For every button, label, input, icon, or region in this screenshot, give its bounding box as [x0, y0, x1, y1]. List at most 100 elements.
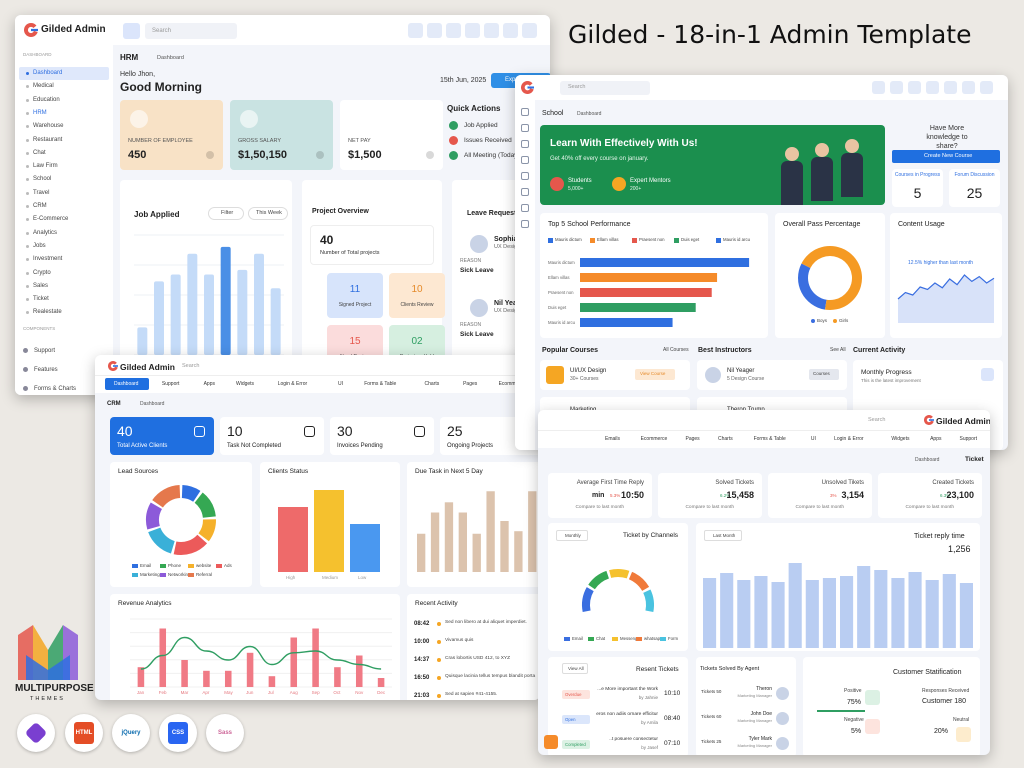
bar [840, 576, 854, 648]
y-tick-label: Praesent non [548, 290, 574, 295]
tech-icon [168, 722, 188, 744]
nav-bar [538, 430, 990, 448]
lead-sources-panel: Lead Sources Email Phone website Ads Marketin… [110, 462, 252, 587]
project-card: 11 Signed Project [327, 273, 383, 318]
menu-item: Crypto [33, 269, 51, 276]
donut-segment [798, 263, 827, 310]
menu-item: CRM [33, 203, 47, 209]
label: Last Month [713, 533, 736, 538]
usage-panel: Content Usage 12.5% higher than last mont… [890, 213, 1002, 338]
label: 5.3% [610, 493, 621, 498]
bar [500, 521, 509, 572]
label: 5,000+ [568, 186, 584, 192]
illustration [785, 147, 799, 161]
label: Customer 180 [922, 698, 966, 705]
nav-item: Charts [424, 381, 440, 387]
x-tick-label: Dec [377, 690, 386, 695]
donut-segment [146, 502, 162, 530]
y-tick-label: Ellam villas [548, 275, 570, 280]
legend-swatch [188, 573, 194, 577]
dot [437, 676, 441, 680]
period-button: Last Month [704, 530, 742, 541]
dot [206, 151, 214, 159]
header [95, 355, 540, 375]
chart [278, 490, 380, 572]
chart [521, 81, 534, 94]
legend-swatch [132, 573, 138, 577]
label: Hello Jhon, [120, 71, 156, 78]
x-tick-label: Jul [267, 690, 274, 695]
label: Resent Tickets [636, 666, 679, 673]
chart [134, 234, 284, 356]
legend-swatch [612, 637, 618, 641]
label: CRM [107, 401, 121, 407]
rail-icon [521, 220, 529, 228]
view-button: View Course [635, 369, 675, 380]
icon-button [980, 81, 993, 94]
chart [897, 274, 995, 323]
status-chip: Overdue [562, 690, 590, 699]
label: Quisque lacinia tellus tempus blandit po… [445, 674, 536, 679]
resent-panel: View All Resent Tickets Overdue ...e More i… [548, 657, 688, 755]
label: eros non adiis ornare efficitur [596, 712, 658, 717]
label: 25 [447, 423, 463, 439]
chart [703, 563, 973, 648]
icon-button [433, 360, 444, 371]
dot [426, 151, 434, 159]
bar [355, 655, 363, 687]
dot [437, 658, 441, 662]
dot [833, 319, 837, 323]
dot [26, 284, 29, 288]
label: Cras lobortis USD 412, to XYZ [445, 656, 511, 661]
logo-mark [929, 419, 934, 421]
tech-icon [24, 721, 48, 745]
label: Export [505, 77, 523, 83]
label: This Week [256, 210, 282, 216]
label: Invoices Pending [337, 443, 383, 449]
bar [891, 578, 905, 648]
label: 30 [337, 423, 353, 439]
label: 1,256 [948, 544, 971, 554]
menu-item: Education [33, 96, 60, 103]
illustration [815, 143, 829, 157]
label: Open [565, 716, 576, 722]
label: Job Applied [134, 210, 180, 219]
menu-button [123, 23, 140, 39]
chart [24, 23, 38, 37]
icon-button [465, 23, 480, 38]
nav-item: Dashboard [114, 381, 139, 387]
label: 15,458 [726, 490, 754, 500]
sidebar [15, 45, 113, 395]
label: Ticket reply time [914, 533, 965, 540]
label: This is the latest improvement [861, 378, 921, 383]
status-chip: Open [562, 715, 590, 724]
status-chip: Completed [562, 740, 590, 749]
dot [705, 367, 721, 383]
label: by Amila [640, 720, 658, 725]
label: REASON [460, 322, 482, 328]
total-box: 40 Number of Total projects [310, 225, 434, 265]
label: Sick Leave [460, 267, 494, 274]
course-card: UI/UX Design 30+ Courses View Course [540, 360, 690, 390]
dot [26, 165, 29, 169]
menu-item: Law Firm [33, 163, 58, 170]
donut-segment [801, 246, 862, 310]
icon-rail [515, 100, 535, 450]
channels-panel: Monthly Ticket by Channels Email Chat Messen… [548, 523, 688, 651]
tech-badge: Sass [206, 714, 244, 752]
label: Current Activity [853, 347, 906, 354]
label: Compare to last month [685, 505, 734, 510]
fab [544, 735, 558, 749]
due-task-panel: Due Task in Next 5 Day [407, 462, 540, 587]
chart [108, 361, 118, 371]
label: min [592, 492, 605, 499]
brand-sub: THEMES [30, 696, 65, 702]
dot [26, 311, 29, 315]
logo-mark [31, 28, 38, 32]
icon-button [981, 368, 994, 381]
bar [430, 512, 440, 572]
bar [181, 660, 188, 687]
nav-item: Charts [718, 436, 733, 442]
bar [788, 563, 802, 648]
